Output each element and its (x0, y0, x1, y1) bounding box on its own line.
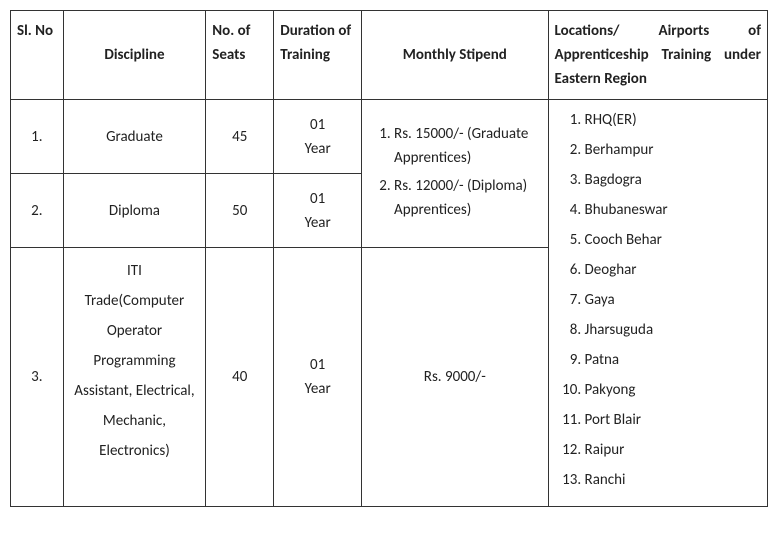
cell-locations: RHQ(ER) Berhampur Bagdogra Bhubaneswar C… (548, 100, 767, 507)
header-locations: Locations/ Airports of Apprenticeship Tr… (548, 11, 767, 100)
cell-discipline: Diploma (63, 174, 206, 248)
duration-num: 01 (280, 113, 355, 137)
duration-num: 01 (280, 353, 355, 377)
location-item: Ranchi (585, 468, 761, 492)
table-row: 1. Graduate 45 01 Year Rs. 15000/- (Grad… (11, 100, 768, 174)
header-duration: Duration of Training (274, 11, 362, 100)
location-item: Patna (585, 348, 761, 372)
cell-seats: 45 (206, 100, 274, 174)
cell-discipline: Graduate (63, 100, 206, 174)
location-item: Raipur (585, 438, 761, 462)
header-discipline: Discipline (63, 11, 206, 100)
cell-slno: 3. (11, 248, 64, 507)
location-item: Cooch Behar (585, 228, 761, 252)
cell-seats: 50 (206, 174, 274, 248)
iti-line: Trade(Computer (70, 286, 200, 316)
location-item: Pakyong (585, 378, 761, 402)
location-item: Berhampur (585, 138, 761, 162)
location-item: Deoghar (585, 258, 761, 282)
cell-discipline: ITI Trade(Computer Operator Programming … (63, 248, 206, 507)
cell-duration: 01 Year (274, 248, 362, 507)
duration-unit: Year (280, 211, 355, 235)
table-header-row: Sl. No Discipline No. of Seats Duration … (11, 11, 768, 100)
cell-slno: 1. (11, 100, 64, 174)
cell-slno: 2. (11, 174, 64, 248)
apprenticeship-table: Sl. No Discipline No. of Seats Duration … (10, 10, 768, 507)
iti-line: ITI (70, 256, 200, 286)
location-item: RHQ(ER) (585, 108, 761, 132)
stipend-item: Rs. 12000/- (Diploma) Apprentices) (394, 174, 542, 222)
location-item: Gaya (585, 288, 761, 312)
duration-num: 01 (280, 187, 355, 211)
header-stipend: Monthly Stipend (362, 11, 549, 100)
location-item: Bhubaneswar (585, 198, 761, 222)
location-item: Jharsuguda (585, 318, 761, 342)
cell-duration: 01 Year (274, 174, 362, 248)
cell-stipend-group: Rs. 15000/- (Graduate Apprentices) Rs. 1… (362, 100, 549, 248)
header-seats: No. of Seats (206, 11, 274, 100)
location-item: Port Blair (585, 408, 761, 432)
cell-duration: 01 Year (274, 100, 362, 174)
iti-line: Operator Programming Assistant, Electric… (70, 316, 200, 466)
header-slno: Sl. No (11, 11, 64, 100)
duration-unit: Year (280, 377, 355, 401)
cell-seats: 40 (206, 248, 274, 507)
location-item: Bagdogra (585, 168, 761, 192)
stipend-item: Rs. 15000/- (Graduate Apprentices) (394, 122, 542, 170)
cell-stipend-iti: Rs. 9000/- (362, 248, 549, 507)
duration-unit: Year (280, 137, 355, 161)
